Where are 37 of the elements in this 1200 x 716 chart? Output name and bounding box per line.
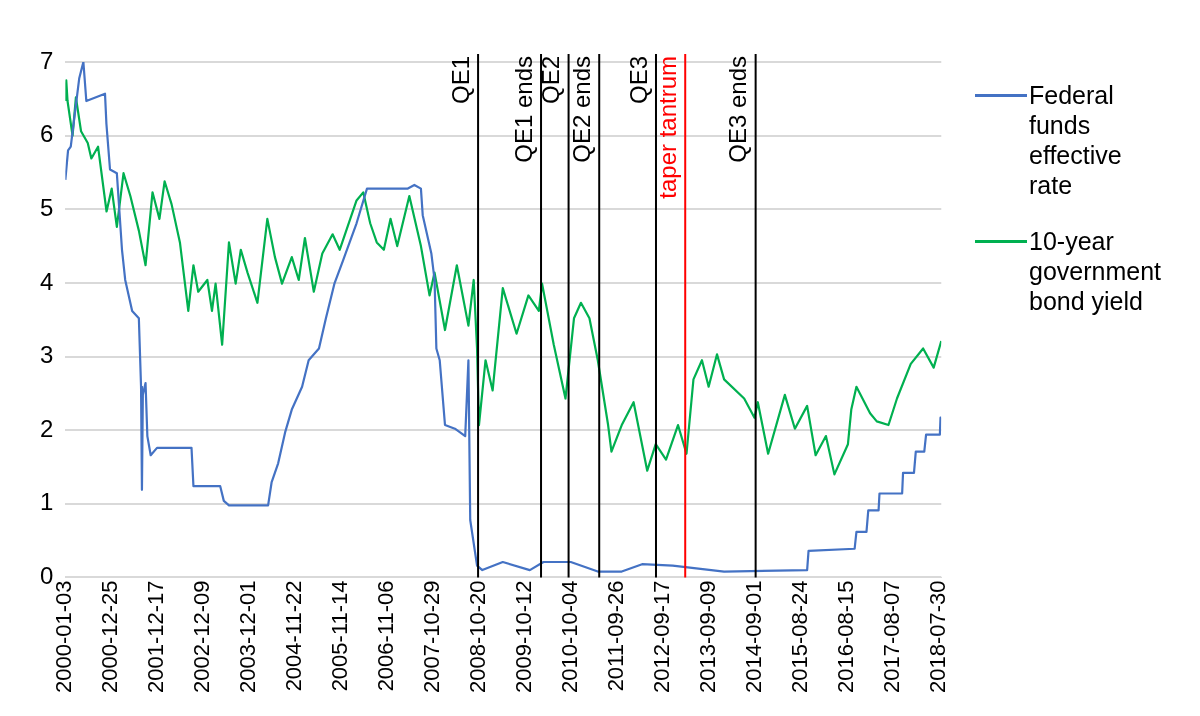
- x-tick-label: 2001-12-17: [143, 580, 169, 694]
- ref-line-label: QE3 ends: [724, 56, 752, 163]
- ref-line-label: QE1: [446, 56, 474, 105]
- x-tick-label: 2000-01-03: [51, 580, 77, 694]
- x-tick-label: 2018-07-30: [924, 580, 950, 694]
- y-tick-label: 7: [39, 46, 54, 74]
- x-tick-label: 2017-08-07: [878, 580, 904, 694]
- x-tick-label: 2012-09-17: [648, 580, 674, 694]
- x-tick-label: 2004-11-22: [281, 580, 307, 692]
- y-tick-label: 3: [39, 341, 54, 369]
- y-tick-label: 2: [39, 414, 54, 442]
- legend-label: 10-year government bond yield: [1029, 226, 1163, 316]
- x-tick-label: 2002-12-09: [189, 580, 215, 694]
- x-tick-label: 2008-10-20: [465, 580, 491, 694]
- x-tick-label: 2016-08-15: [832, 580, 858, 694]
- y-tick-label: 5: [39, 193, 54, 221]
- y-tick-label: 6: [39, 120, 54, 148]
- x-tick-label: 2003-12-01: [235, 580, 261, 694]
- legend-label: Federal funds effective rate: [1029, 80, 1123, 200]
- x-tick-label: 2009-10-12: [511, 580, 536, 694]
- x-tick-label: 2000-12-25: [97, 580, 123, 694]
- ref-line-label: QE1 ends: [509, 56, 537, 163]
- x-tick-label: 2014-09-01: [740, 580, 766, 694]
- x-tick-label: 2006-11-06: [373, 580, 399, 692]
- x-tick-label: 2013-09-09: [694, 580, 720, 694]
- x-tick-label: 2010-10-04: [556, 580, 582, 694]
- x-tick-label: 2005-11-14: [327, 580, 353, 692]
- x-tick-label: 2015-08-24: [786, 580, 812, 694]
- ref-line-label: QE2: [537, 56, 565, 105]
- ref-line-label: QE3: [624, 56, 652, 105]
- ref-line-label: taper tantrum: [653, 56, 681, 199]
- ref-line-label: QE2 ends: [567, 56, 595, 163]
- y-tick-label: 4: [39, 267, 54, 295]
- x-tick-label: 2011-09-26: [602, 580, 628, 692]
- y-tick-label: 1: [39, 488, 54, 516]
- x-tick-label: 2007-10-29: [419, 580, 445, 694]
- y-tick-label: 0: [39, 562, 54, 590]
